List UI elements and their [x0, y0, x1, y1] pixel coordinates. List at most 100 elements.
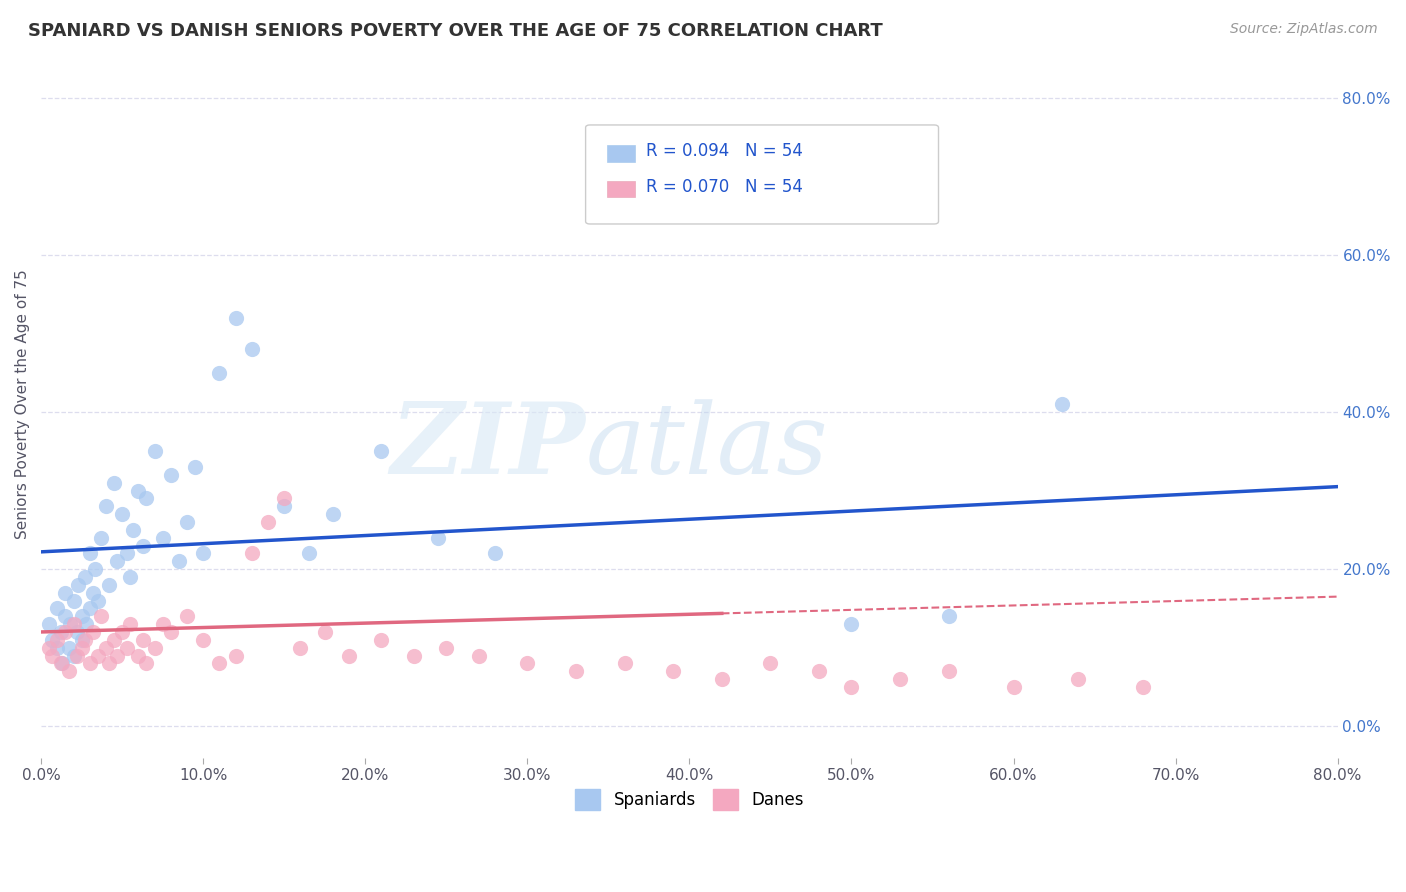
- Point: [87, 648, 110, 663]
- Point: [240, 342, 263, 356]
- Point: [38, 640, 60, 655]
- Point: [98, 657, 121, 671]
- Point: [193, 632, 215, 647]
- Point: [73, 632, 96, 647]
- Point: [82, 624, 104, 639]
- Point: [434, 640, 457, 655]
- Point: [94, 640, 117, 655]
- Point: [208, 366, 231, 380]
- Text: atlas: atlas: [586, 399, 828, 494]
- Point: [49, 624, 72, 639]
- Point: [82, 585, 104, 599]
- Point: [759, 657, 782, 671]
- Point: [159, 624, 181, 639]
- Point: [370, 444, 392, 458]
- Point: [111, 624, 134, 639]
- Point: [938, 609, 960, 624]
- Point: [135, 657, 157, 671]
- Point: [132, 632, 155, 647]
- Point: [1002, 680, 1025, 694]
- Point: [90, 609, 112, 624]
- Point: [115, 546, 138, 560]
- Point: [62, 617, 84, 632]
- Point: [167, 554, 190, 568]
- Legend: Spaniards, Danes: Spaniards, Danes: [568, 783, 810, 816]
- Point: [70, 640, 93, 655]
- Point: [98, 578, 121, 592]
- Point: [59, 617, 82, 632]
- Text: R = 0.070   N = 54: R = 0.070 N = 54: [647, 178, 803, 195]
- Point: [55, 624, 77, 639]
- Point: [111, 507, 134, 521]
- Point: [62, 648, 84, 663]
- Point: [105, 648, 128, 663]
- Point: [467, 648, 489, 663]
- Point: [115, 640, 138, 655]
- Y-axis label: Seniors Poverty Over the Age of 75: Seniors Poverty Over the Age of 75: [15, 269, 30, 539]
- Point: [41, 632, 63, 647]
- Point: [225, 648, 247, 663]
- Point: [55, 585, 77, 599]
- Point: [58, 665, 80, 679]
- Point: [41, 648, 63, 663]
- Point: [370, 632, 392, 647]
- Point: [38, 617, 60, 632]
- Point: [314, 624, 336, 639]
- Point: [565, 665, 588, 679]
- Point: [184, 460, 207, 475]
- Point: [273, 491, 295, 506]
- Point: [62, 593, 84, 607]
- Point: [79, 546, 101, 560]
- Point: [127, 483, 149, 498]
- Point: [90, 531, 112, 545]
- Point: [46, 640, 69, 655]
- Point: [938, 665, 960, 679]
- Point: [225, 310, 247, 325]
- Point: [132, 539, 155, 553]
- Point: [889, 672, 911, 686]
- Point: [240, 546, 263, 560]
- Point: [83, 562, 105, 576]
- Point: [70, 632, 93, 647]
- Point: [143, 444, 166, 458]
- Point: [516, 657, 538, 671]
- Point: [58, 640, 80, 655]
- Point: [70, 609, 93, 624]
- Point: [135, 491, 157, 506]
- Point: [427, 531, 450, 545]
- Point: [103, 632, 125, 647]
- Point: [79, 601, 101, 615]
- Point: [49, 657, 72, 671]
- Point: [66, 648, 89, 663]
- Point: [402, 648, 425, 663]
- Point: [66, 624, 89, 639]
- Point: [484, 546, 506, 560]
- Point: [1067, 672, 1090, 686]
- Text: R = 0.094   N = 54: R = 0.094 N = 54: [647, 142, 803, 160]
- Point: [127, 648, 149, 663]
- Point: [120, 570, 142, 584]
- Point: [257, 515, 280, 529]
- Point: [841, 617, 863, 632]
- Point: [67, 578, 90, 592]
- Point: [94, 500, 117, 514]
- Point: [46, 601, 69, 615]
- Point: [87, 593, 110, 607]
- Point: [46, 632, 69, 647]
- Point: [159, 467, 181, 482]
- Point: [51, 657, 73, 671]
- Point: [55, 609, 77, 624]
- Point: [297, 546, 319, 560]
- Point: [1050, 397, 1073, 411]
- Point: [841, 680, 863, 694]
- Point: [73, 570, 96, 584]
- Point: [176, 609, 198, 624]
- Point: [290, 640, 312, 655]
- Text: ZIP: ZIP: [391, 399, 586, 495]
- Point: [122, 523, 145, 537]
- Point: [193, 546, 215, 560]
- Point: [662, 665, 685, 679]
- Point: [143, 640, 166, 655]
- Point: [120, 617, 142, 632]
- Point: [613, 657, 636, 671]
